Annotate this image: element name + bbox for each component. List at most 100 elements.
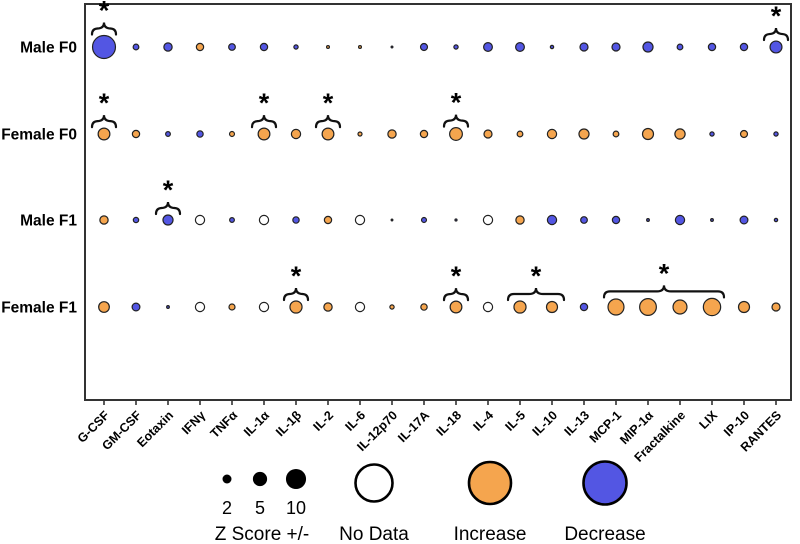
data-point-dec <box>611 42 621 52</box>
significance-asterisk: * <box>323 88 334 118</box>
significance-asterisk: * <box>659 258 670 288</box>
data-point-inc <box>515 215 525 225</box>
data-point-dec <box>166 305 170 309</box>
significance-asterisk: * <box>771 1 782 31</box>
data-point-inc <box>513 300 527 314</box>
significance-asterisk: * <box>451 88 462 118</box>
data-point-inc <box>357 131 363 137</box>
data-point-inc <box>672 299 688 315</box>
data-point-inc <box>98 301 110 313</box>
data-point-dec <box>165 131 171 137</box>
data-point-dec <box>162 214 174 226</box>
data-point-dec <box>132 43 140 51</box>
data-point-nd <box>194 301 206 313</box>
data-point-dec <box>580 216 588 224</box>
data-point-dec <box>642 41 654 53</box>
data-point-dec <box>454 218 458 222</box>
data-point-dec <box>739 42 749 52</box>
data-point-inc <box>290 128 302 140</box>
data-point-inc <box>449 127 463 141</box>
significance-asterisk: * <box>451 261 462 291</box>
significance-brace <box>314 115 342 129</box>
significance-asterisk: * <box>99 0 110 26</box>
data-point-inc <box>771 302 781 312</box>
data-point-dec <box>163 42 173 52</box>
data-point-inc <box>674 128 686 140</box>
legend-size-value: 2 <box>222 498 232 518</box>
data-point-nd <box>194 214 206 226</box>
data-point-dec <box>483 42 493 52</box>
significance-brace <box>282 287 310 302</box>
legend-circle-dec <box>582 460 628 506</box>
data-point-dec <box>420 216 428 224</box>
legend-size-dot <box>252 471 268 487</box>
data-point-dec <box>773 217 779 223</box>
data-point-inc <box>357 44 363 50</box>
legend-circle-inc <box>467 460 513 506</box>
data-point-dec <box>579 42 589 52</box>
data-point-dec <box>676 43 684 51</box>
significance-asterisk: * <box>259 88 270 118</box>
data-point-inc <box>578 128 590 140</box>
row-label: Male F0 <box>20 40 77 57</box>
data-point-inc <box>607 298 625 316</box>
data-point-nd <box>354 301 366 313</box>
data-point-dec <box>453 44 459 50</box>
data-point-inc <box>702 297 722 317</box>
data-point-dec <box>546 214 558 226</box>
data-point-dec <box>515 42 525 52</box>
data-point-inc <box>289 300 303 314</box>
significance-asterisk: * <box>291 261 302 291</box>
data-point-dec <box>292 216 300 224</box>
data-point-dec <box>228 43 236 51</box>
data-point-inc <box>195 42 205 52</box>
data-point-inc <box>325 44 331 50</box>
significance-asterisk: * <box>163 175 174 205</box>
data-point-inc <box>97 127 111 141</box>
data-point-nd <box>482 214 494 226</box>
data-point-inc <box>516 130 524 138</box>
data-point-inc <box>228 130 236 138</box>
significance-brace <box>154 201 182 216</box>
data-point-dec <box>131 302 141 312</box>
data-point-nd <box>354 214 366 226</box>
data-point-dec <box>259 42 269 52</box>
legend-label-inc: Increase <box>454 524 527 544</box>
data-point-nd <box>258 301 270 313</box>
data-point-dec <box>646 218 650 222</box>
data-point-inc <box>131 129 141 139</box>
data-point-dec <box>293 44 299 50</box>
data-point-inc <box>483 129 493 139</box>
data-point-inc <box>641 127 655 141</box>
data-point-inc <box>419 129 429 139</box>
row-label: Female F1 <box>1 300 77 317</box>
data-point-dec <box>390 218 394 222</box>
data-point-dec <box>419 42 429 52</box>
legend-size-dot <box>222 474 232 484</box>
data-point-inc <box>389 304 395 310</box>
row-label: Female F0 <box>1 127 77 144</box>
legend-circle-nd <box>354 463 394 503</box>
data-point-inc <box>739 129 749 139</box>
data-point-dec <box>739 215 749 225</box>
data-point-inc <box>737 300 751 314</box>
row-label: Male F1 <box>20 213 77 230</box>
data-point-inc <box>449 300 463 314</box>
data-point-dec <box>611 215 621 225</box>
data-point-dec <box>229 217 235 223</box>
data-point-inc <box>99 215 109 225</box>
data-point-dec <box>709 131 715 137</box>
plot-frame <box>84 3 792 401</box>
significance-brace <box>762 27 790 42</box>
data-point-dec <box>769 40 783 54</box>
legend-size-dot <box>285 468 307 490</box>
data-point-dec <box>91 34 117 60</box>
legend-label-nd: No Data <box>339 524 409 544</box>
data-point-dec <box>707 42 717 52</box>
data-point-inc <box>323 215 333 225</box>
data-point-inc <box>546 128 558 140</box>
data-point-inc <box>228 303 236 311</box>
